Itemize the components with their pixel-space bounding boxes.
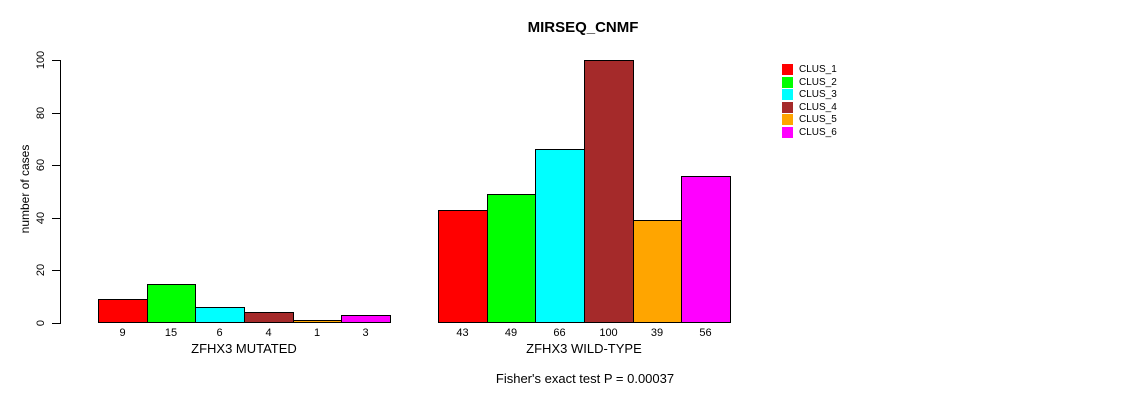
x-axis-group-label: ZFHX3 WILD-TYPE [526,341,642,356]
y-axis-label: number of cases [18,144,32,234]
legend-label: CLUS_3 [799,89,837,100]
legend-swatch-icon [782,101,793,113]
y-axis-tick-label: 100 [35,50,47,70]
y-axis-tick [52,113,60,114]
bar [341,315,391,323]
legend-swatch-icon [782,114,793,125]
legend-swatch-icon [782,89,793,100]
legend-swatch-icon [782,76,793,88]
legend-label: CLUS_6 [799,126,837,138]
bar-value-label: 49 [504,327,518,339]
y-axis-tick [52,323,60,324]
bar [244,312,294,323]
legend-label: CLUS_5 [799,114,837,125]
bar-value-label: 3 [362,327,369,339]
bar-value-label: 6 [216,327,223,339]
bar [195,307,245,323]
bar [438,210,488,323]
legend-label: CLUS_2 [799,76,837,88]
y-axis-tick [52,218,60,219]
legend-item: CLUS_5 [782,114,902,126]
y-axis-line [60,60,61,324]
bar-value-label: 4 [265,327,272,339]
bar [487,194,536,323]
chart-title: MIRSEQ_CNMF [527,19,639,36]
legend-item: CLUS_1 [782,64,902,76]
x-axis-group-label: ZFHX3 MUTATED [191,341,297,356]
legend-label: CLUS_4 [799,101,837,113]
legend-item: CLUS_6 [782,126,902,139]
legend-item: CLUS_4 [782,101,902,114]
legend-item: CLUS_2 [782,76,902,89]
bar-value-label: 66 [553,327,566,339]
y-axis-tick-label: 80 [35,106,47,120]
legend-item: CLUS_3 [782,89,902,101]
bar-value-label: 15 [164,327,178,339]
bar-value-label: 39 [650,327,664,339]
bar-value-label: 56 [699,327,712,339]
bar [147,284,196,323]
y-axis-tick-label: 0 [35,319,47,327]
y-axis-tick-label: 20 [35,263,47,277]
bar [681,176,731,323]
bar-value-label: 100 [599,327,618,339]
legend-swatch-icon [782,126,793,138]
y-axis-tick [52,60,60,61]
y-axis-tick-label: 40 [35,211,47,225]
caption: Fisher's exact test P = 0.00037 [495,371,675,386]
bar [98,299,148,323]
bar [633,220,682,323]
bar [584,60,634,323]
bar-value-label: 43 [456,327,469,339]
y-axis-tick-label: 60 [35,158,47,172]
legend-label: CLUS_1 [799,64,837,75]
y-axis-tick [52,165,60,166]
bar-value-label: 1 [313,327,321,339]
bar-value-label: 9 [119,327,126,339]
y-axis-tick [52,270,60,271]
bar [293,320,342,323]
legend-swatch-icon [782,64,793,75]
bar [535,149,585,323]
